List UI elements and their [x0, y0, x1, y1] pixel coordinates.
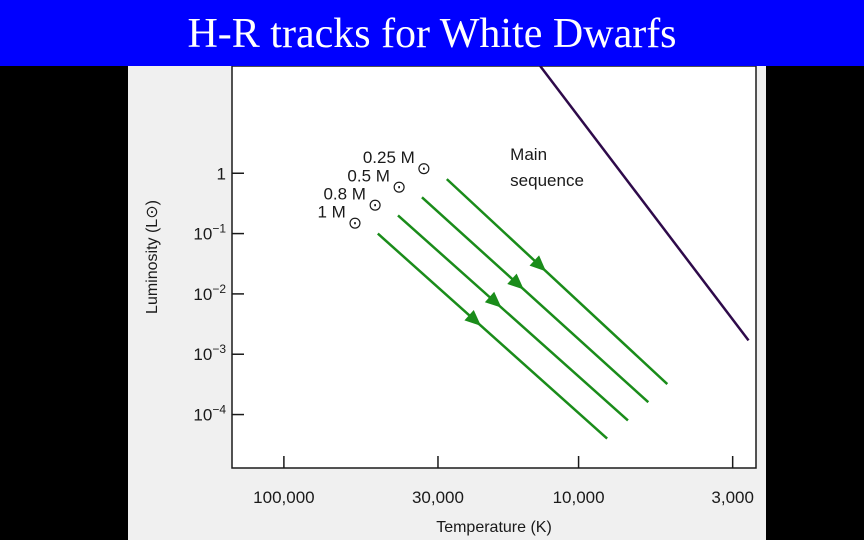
y-tick-label: 10−1	[193, 222, 226, 244]
y-axis-label: Luminosity (L⊙)	[144, 200, 161, 314]
cooling-track-arrow	[507, 273, 524, 290]
figure-panel: 100,000 30,000 10,000 3,000 1 10−1 10−2 10−3 10−…	[128, 66, 766, 540]
chart-marks: 100,000 30,000 10,000 3,000 1 10−1 10−2 10−3 10−…	[144, 66, 754, 536]
cooling-track-arrow	[464, 309, 482, 326]
x-tick-label: 30,000	[412, 488, 464, 507]
cooling-track-arrow	[484, 291, 502, 308]
cooling-track-line	[397, 214, 629, 422]
cooling-track-line	[445, 178, 669, 385]
x-tick-label: 10,000	[553, 488, 605, 507]
solar-symbol: ⊙	[392, 177, 406, 196]
y-tick-label: 1	[217, 164, 226, 183]
solar-symbol: ⊙	[417, 159, 431, 178]
y-tick-label: 10−4	[193, 403, 226, 425]
main-sequence-label: Main sequence	[510, 145, 584, 190]
solar-symbol: ⊙	[348, 214, 362, 233]
solar-symbol: ⊙	[368, 195, 382, 214]
cooling-track-line	[376, 232, 608, 440]
cooling-track-label: 0.5 M	[347, 166, 390, 185]
y-tick-label: 10−3	[193, 342, 226, 364]
x-tick-label: 100,000	[253, 488, 314, 507]
cooling-track-line	[421, 196, 650, 404]
cooling-track-label: 0.25 M	[363, 148, 415, 167]
y-tick-label: 10−2	[193, 282, 226, 304]
title-bar: H-R tracks for White Dwarfs	[0, 0, 864, 66]
x-axis-label: Temperature (K)	[436, 519, 552, 536]
plot-area	[231, 66, 757, 469]
hr-diagram: 100,000 30,000 10,000 3,000 1 10−1 10−2 10−3 10−…	[144, 66, 757, 536]
x-tick-label: 3,000	[711, 488, 754, 507]
cooling-track-label: 0.8 M	[323, 184, 366, 203]
cooling-track-label: 1 M	[317, 203, 345, 222]
slide-title: H-R tracks for White Dwarfs	[187, 11, 677, 57]
main-sequence-line	[539, 66, 750, 342]
cooling-track-arrow	[529, 255, 547, 272]
